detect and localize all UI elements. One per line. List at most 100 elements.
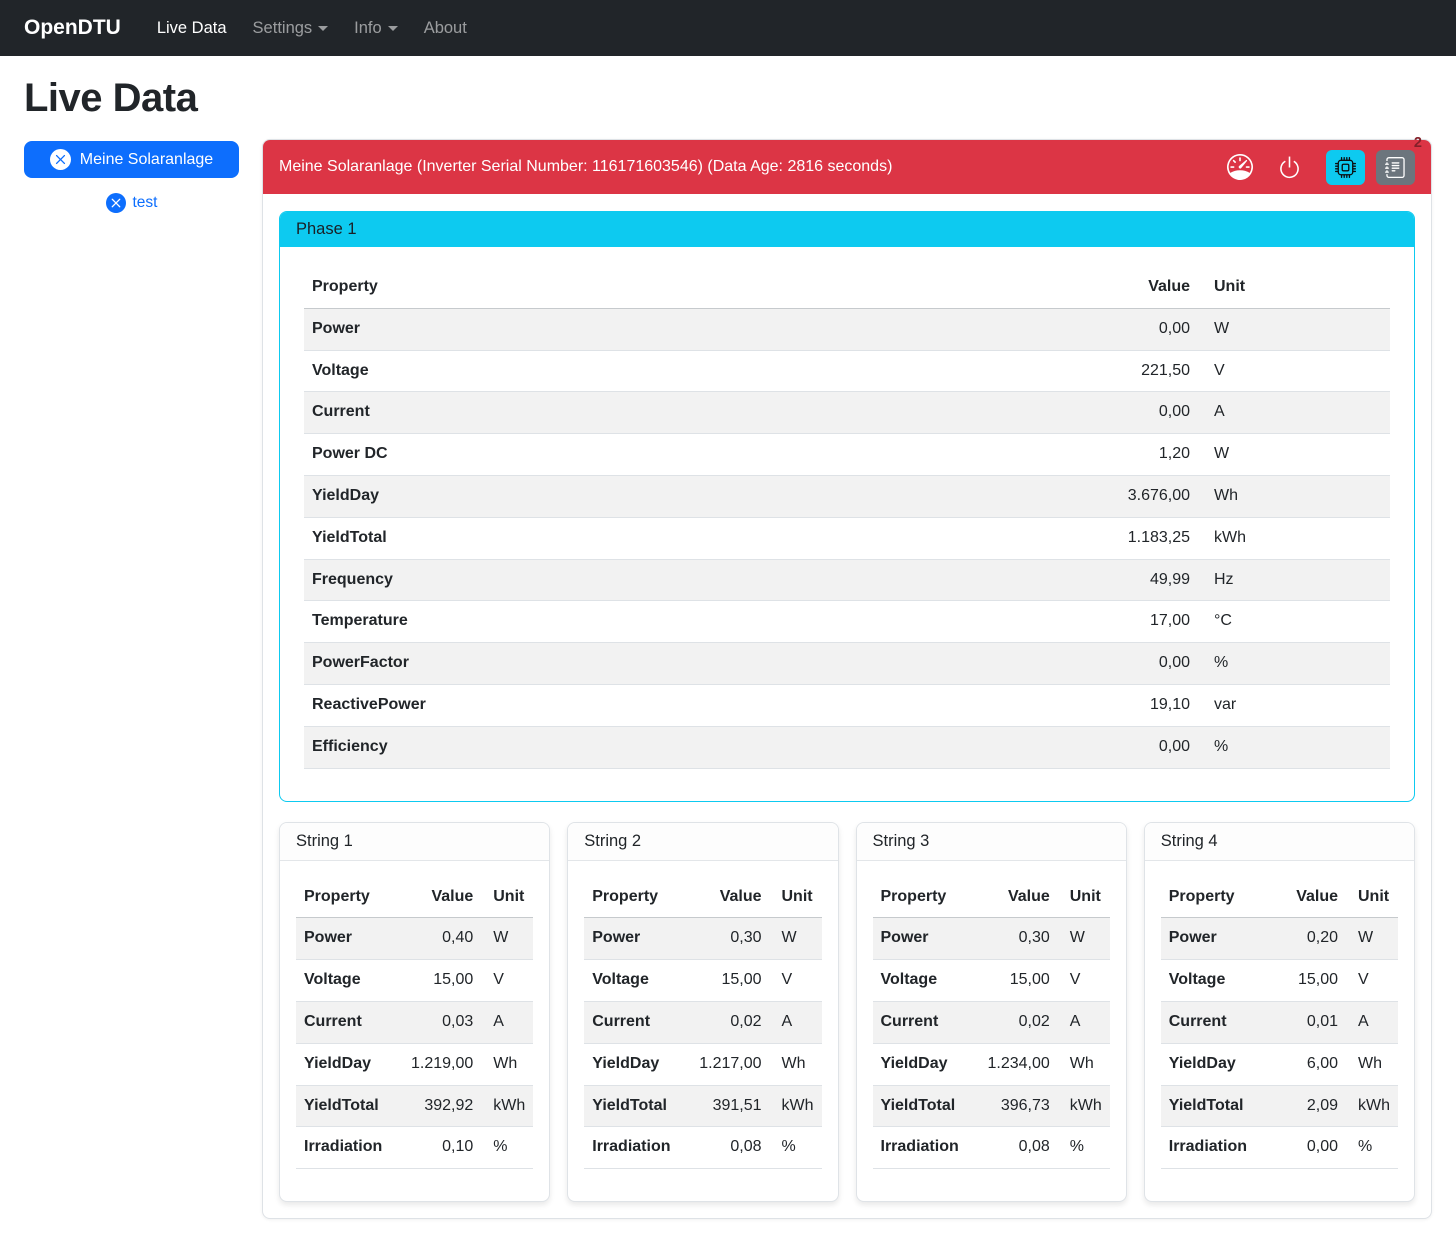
unit-cell: °C bbox=[1198, 600, 1390, 644]
value-cell: 0,03 bbox=[390, 1001, 482, 1044]
property-cell: Power bbox=[1160, 917, 1255, 961]
table-row: Temperature 17,00 °C bbox=[304, 600, 1390, 644]
inverter-select-test[interactable]: test bbox=[24, 193, 239, 213]
table-row: Voltage 15,00 V bbox=[584, 959, 822, 1002]
nav-item-about[interactable]: About bbox=[423, 18, 467, 37]
string-card-body: Property Value Unit Power 0,30 W Voltage 15,00 V… bbox=[857, 861, 1126, 1202]
string-card-title: String 1 bbox=[280, 822, 550, 861]
phase-card-title: Phase 1 bbox=[280, 212, 1414, 247]
string-data-table: Property Value Unit Power 0,30 W Voltage 15,00 V… bbox=[584, 876, 822, 1170]
speedometer-icon bbox=[1227, 154, 1253, 180]
value-cell: 392,92 bbox=[390, 1085, 482, 1128]
inverter-select-label: Meine Solaranlage bbox=[79, 150, 214, 168]
table-row: Frequency 49,99 Hz bbox=[304, 559, 1390, 602]
table-row: Voltage 15,00 V bbox=[872, 959, 1110, 1002]
property-cell: Efficiency bbox=[304, 726, 1048, 769]
table-row: ReactivePower 19,10 var bbox=[304, 684, 1390, 727]
value-cell: 0,02 bbox=[678, 1001, 770, 1044]
value-cell: 15,00 bbox=[678, 959, 770, 1002]
nav-item-info[interactable]: Info bbox=[344, 11, 408, 46]
value-cell: 19,10 bbox=[1048, 684, 1198, 727]
power-icon bbox=[1277, 155, 1302, 180]
unit-cell: W bbox=[769, 917, 822, 961]
value-cell: 0,10 bbox=[390, 1126, 482, 1170]
unit-cell: A bbox=[1057, 1001, 1110, 1044]
inverter-select-button[interactable]: Meine Solaranlage bbox=[24, 141, 239, 178]
string-card-1: String 1 Property Value Unit Power 0,40 W Volt… bbox=[279, 821, 551, 1203]
string-card-title: String 2 bbox=[568, 822, 838, 861]
power-toggle-button[interactable] bbox=[1277, 155, 1302, 180]
unit-cell: Wh bbox=[481, 1043, 534, 1086]
property-cell: Power bbox=[296, 917, 391, 961]
table-header-row: Property Value Unit bbox=[304, 267, 1390, 309]
property-cell: YieldDay bbox=[1160, 1043, 1255, 1086]
journal-icon bbox=[1385, 156, 1406, 178]
unit-cell: A bbox=[481, 1001, 534, 1044]
property-cell: Power bbox=[584, 917, 679, 961]
table-header-row: Property Value Unit bbox=[1160, 876, 1398, 919]
phase-data-table: Property Value Unit Power 0,00 W Voltage 221,50… bbox=[304, 267, 1390, 769]
unit-cell: % bbox=[769, 1126, 822, 1170]
unit-cell: W bbox=[1057, 917, 1110, 961]
unit-cell: var bbox=[1198, 684, 1390, 727]
string-data-table: Property Value Unit Power 0,30 W Voltage 15,00 V… bbox=[872, 876, 1110, 1170]
property-cell: ReactivePower bbox=[304, 684, 1048, 727]
unit-cell: % bbox=[1198, 726, 1390, 769]
inverter-selector-sidebar: Meine Solaranlage test bbox=[24, 139, 239, 213]
chevron-down-icon bbox=[387, 25, 398, 31]
value-cell: 15,00 bbox=[1254, 959, 1346, 1002]
device-info-button[interactable] bbox=[1326, 149, 1365, 185]
property-cell: YieldTotal bbox=[584, 1085, 679, 1128]
property-cell: Temperature bbox=[304, 600, 1048, 644]
unit-cell: V bbox=[1346, 959, 1398, 1002]
string-card-body: Property Value Unit Power 0,40 W Voltage 15,00 V… bbox=[280, 861, 549, 1202]
toolbar-button-group: 2 bbox=[1326, 135, 1422, 185]
value-cell: 0,00 bbox=[1254, 1126, 1346, 1170]
string-card-4: String 4 Property Value Unit Power 0,20 W Volt… bbox=[1143, 821, 1415, 1203]
table-row: YieldTotal 391,51 kWh bbox=[584, 1085, 822, 1128]
phase-card-body: Property Value Unit Power 0,00 W Voltage 221,50… bbox=[280, 247, 1414, 801]
unit-column-header: Unit bbox=[1346, 876, 1398, 919]
unit-cell: % bbox=[481, 1126, 534, 1170]
table-row: YieldTotal 396,73 kWh bbox=[872, 1085, 1110, 1128]
property-cell: Irradiation bbox=[1160, 1126, 1255, 1170]
table-header-row: Property Value Unit bbox=[584, 876, 822, 919]
value-cell: 1.234,00 bbox=[966, 1043, 1058, 1086]
property-cell: Voltage bbox=[1160, 959, 1255, 1002]
table-row: Efficiency 0,00% bbox=[304, 726, 1390, 769]
property-cell: Voltage bbox=[296, 959, 391, 1002]
unit-cell: Wh bbox=[1198, 475, 1390, 518]
table-row: Power 0,30 W bbox=[872, 917, 1110, 961]
property-column-header: Property bbox=[296, 876, 391, 919]
property-cell: Voltage bbox=[584, 959, 679, 1002]
unit-cell: W bbox=[1198, 433, 1390, 476]
unit-cell: V bbox=[769, 959, 822, 1002]
inverter-toolbar: 2 bbox=[1227, 135, 1422, 185]
nav-item-live-data[interactable]: Live Data bbox=[156, 18, 227, 37]
limit-settings-button[interactable] bbox=[1227, 154, 1253, 180]
property-cell: YieldDay bbox=[304, 475, 1048, 518]
table-row: Power 0,20 W bbox=[1160, 917, 1398, 961]
table-row: Current 0,01 A bbox=[1160, 1001, 1398, 1044]
nav-item-settings[interactable]: Settings bbox=[243, 11, 339, 46]
value-cell: 0,00 bbox=[1048, 308, 1198, 351]
string-card-title: String 4 bbox=[1144, 822, 1414, 861]
value-column-header: Value bbox=[966, 876, 1058, 919]
value-cell: 0,30 bbox=[966, 917, 1058, 961]
value-cell: 221,50 bbox=[1048, 350, 1198, 393]
brand-logo[interactable]: OpenDTU bbox=[24, 16, 121, 39]
property-cell: Power bbox=[872, 917, 967, 961]
event-log-button[interactable]: 2 bbox=[1376, 135, 1422, 185]
navbar-menu: Live Data Settings Info About bbox=[147, 11, 477, 46]
table-row: YieldDay 1.217,00 Wh bbox=[584, 1043, 822, 1086]
unit-cell: kWh bbox=[1198, 517, 1390, 560]
page-content: Live Data Meine Solaranlage test Meine S… bbox=[0, 56, 1456, 1243]
value-cell: 1,20 bbox=[1048, 433, 1198, 476]
value-cell: 15,00 bbox=[390, 959, 482, 1002]
table-row: YieldDay 6,00 Wh bbox=[1160, 1043, 1398, 1086]
table-row: Current 0,02 A bbox=[872, 1001, 1110, 1044]
value-cell: 0,01 bbox=[1254, 1001, 1346, 1044]
table-row: YieldDay 3.676,00 Wh bbox=[304, 475, 1390, 518]
table-row: YieldDay 1.234,00 Wh bbox=[872, 1043, 1110, 1086]
value-column-header: Value bbox=[1048, 267, 1198, 309]
